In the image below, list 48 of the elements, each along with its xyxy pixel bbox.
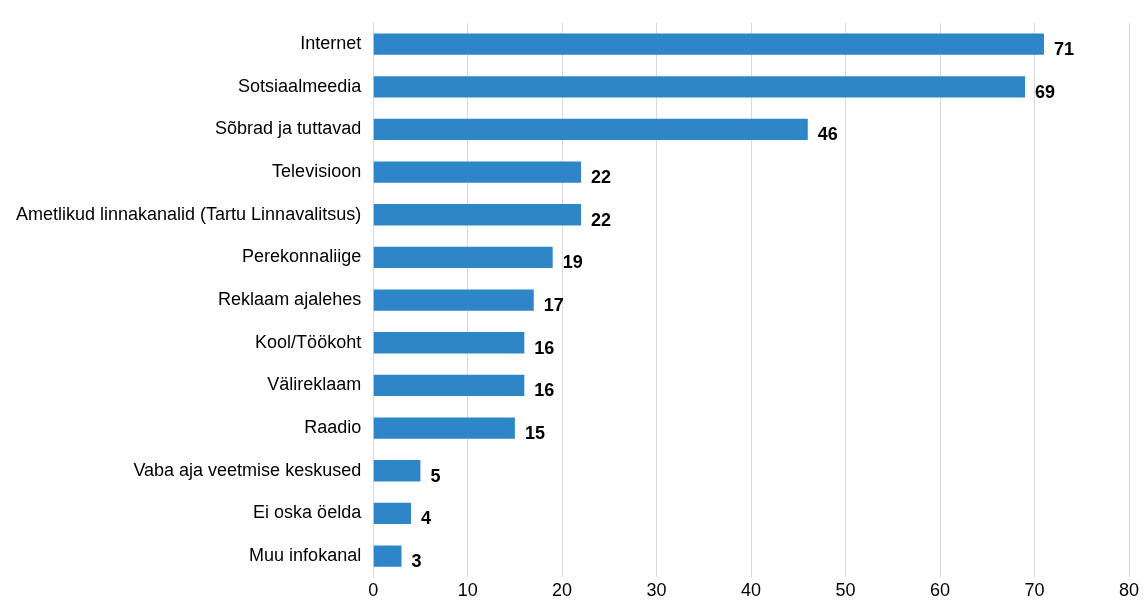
bar [373, 417, 515, 439]
y-tick-label: Reklaam ajalehes [218, 289, 362, 310]
y-tick-label: Ei oska öelda [253, 502, 363, 523]
x-tick-label: 60 [930, 580, 951, 601]
x-tick-label: 40 [741, 580, 762, 601]
bar [373, 118, 808, 141]
bar [373, 374, 525, 397]
data-label: 15 [524, 423, 545, 444]
y-tick-label: Vaba aja veetmise keskused [133, 459, 362, 480]
x-tick-label: 30 [646, 580, 667, 601]
bar [373, 545, 402, 567]
bar [373, 33, 1044, 55]
x-tick-label: 70 [1024, 580, 1045, 601]
y-tick-label: Sõbrad ja tuttavad [215, 118, 362, 139]
data-label: 5 [430, 465, 441, 486]
data-label: 22 [591, 209, 612, 230]
data-label: 17 [543, 295, 564, 316]
y-tick-label: Muu infokanal [249, 545, 362, 566]
bar [373, 460, 421, 482]
bar [373, 161, 582, 183]
y-tick-label: Raadio [304, 417, 362, 438]
x-tick-label: 20 [552, 580, 573, 601]
x-tick-label: 80 [1118, 580, 1140, 601]
data-label: 22 [591, 167, 612, 188]
data-label: 3 [411, 551, 422, 572]
bar [373, 289, 534, 311]
data-label: 46 [817, 124, 838, 145]
data-label: 71 [1053, 39, 1074, 60]
y-tick-label: Perekonnaliige [242, 246, 362, 267]
y-tick-label: Ametlikud linnakanalid (Tartu Linnavalitsus) [15, 203, 362, 224]
bar [373, 204, 582, 226]
x-tick-label: 10 [457, 580, 478, 601]
data-label: 16 [534, 337, 555, 358]
data-label: 69 [1035, 81, 1056, 102]
y-tick-label: Kool/Töökoht [255, 331, 362, 352]
bar [373, 246, 553, 269]
data-label: 4 [420, 508, 431, 529]
y-tick-label: Internet [300, 33, 362, 54]
bar [373, 332, 525, 354]
bar [373, 76, 1026, 98]
data-label: 16 [534, 380, 555, 401]
y-tick-label: Sotsiaalmeedia [238, 75, 363, 96]
bar [373, 502, 411, 525]
y-tick-label: Televisioon [272, 161, 362, 182]
data-label: 19 [562, 252, 583, 273]
y-tick-label: Välireklaam [267, 374, 362, 395]
x-tick-label: 0 [368, 580, 379, 601]
x-tick-label: 50 [835, 580, 856, 601]
